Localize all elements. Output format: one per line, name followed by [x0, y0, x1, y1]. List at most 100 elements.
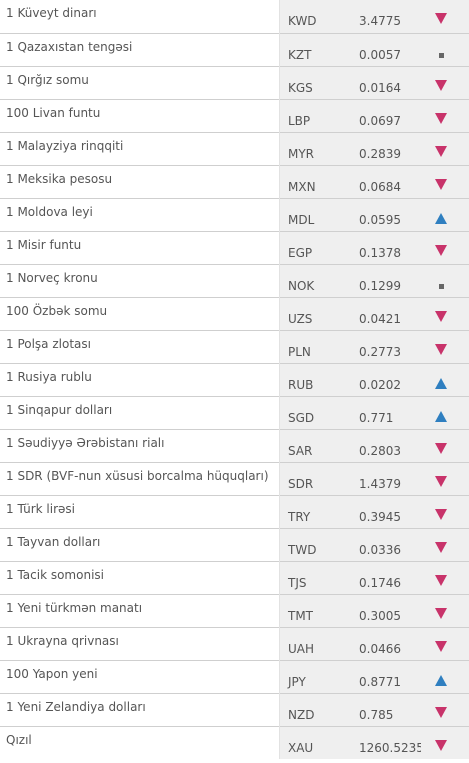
triangle-up-icon [435, 212, 447, 224]
currency-value-cell: 0.3945 [349, 495, 421, 528]
trend-cell [421, 132, 469, 165]
currency-value: 0.0684 [359, 179, 401, 194]
triangle-down-icon [435, 79, 447, 91]
currency-value: 0.3005 [359, 608, 401, 623]
currency-code: SAR [288, 443, 313, 458]
trend-cell [421, 495, 469, 528]
square-icon [439, 52, 444, 58]
currency-code-cell: SDR [279, 462, 349, 495]
currency-value-cell: 3.4775 [349, 0, 421, 33]
currency-value-cell: 0.1378 [349, 231, 421, 264]
trend-cell [421, 198, 469, 231]
currency-code: EGP [288, 245, 313, 260]
currency-code-cell: NOK [279, 264, 349, 297]
currency-value: 0.8771 [359, 674, 401, 689]
currency-name-cell: 1 SDR (BVF-nun xüsusi borcalma hüquqları… [0, 462, 280, 495]
currency-row: Qızıl XAU 1260.5235 [0, 726, 469, 759]
currency-code-cell: SGD [279, 396, 349, 429]
trend-cell [421, 693, 469, 726]
currency-code: XAU [288, 740, 314, 755]
currency-code: KWD [288, 14, 317, 28]
currency-value-cell: 0.2839 [349, 132, 421, 165]
currency-row: 1 Sinqapur dolları SGD 0.771 [0, 396, 469, 429]
currency-code: KZT [288, 47, 312, 62]
currency-name: Qızıl [6, 732, 32, 747]
currency-value: 0.1378 [359, 245, 401, 260]
currency-value-cell: 1.4379 [349, 462, 421, 495]
trend-cell [421, 231, 469, 264]
currency-name-cell: 1 Ukrayna qrivnası [0, 627, 280, 660]
triangle-down-icon [435, 475, 447, 487]
currency-name-cell: 100 Özbək somu [0, 297, 280, 330]
currency-row: 1 Qazaxıstan tengəsi KZT 0.0057 [0, 33, 469, 66]
trend-cell [421, 594, 469, 627]
currency-name: 1 Qazaxıstan tengəsi [6, 39, 133, 54]
trend-cell [421, 363, 469, 396]
currency-row: 1 Norveç kronu NOK 0.1299 [0, 264, 469, 297]
triangle-down-icon [435, 178, 447, 190]
currency-value-cell: 0.0164 [349, 66, 421, 99]
currency-code-cell: TMT [279, 594, 349, 627]
currency-code-cell: MXN [279, 165, 349, 198]
currency-name-cell: 1 Yeni türkmən manatı [0, 594, 280, 627]
trend-cell [421, 0, 469, 33]
trend-cell [421, 99, 469, 132]
currency-name: 1 Sinqapur dolları [6, 402, 113, 417]
triangle-down-icon [435, 574, 447, 586]
currency-row: 1 Misir funtu EGP 0.1378 [0, 231, 469, 264]
currency-row: 1 Türk lirəsi TRY 0.3945 [0, 495, 469, 528]
currency-value-cell: 0.785 [349, 693, 421, 726]
currency-code: PLN [288, 344, 311, 359]
currency-name-cell: 1 Misir funtu [0, 231, 280, 264]
currency-row: 1 Meksika pesosu MXN 0.0684 [0, 165, 469, 198]
currency-code-cell: MDL [279, 198, 349, 231]
trend-cell [421, 66, 469, 99]
currency-value: 0.3945 [359, 509, 401, 524]
currency-row: 1 Tacik somonisi TJS 0.1746 [0, 561, 469, 594]
trend-cell [421, 528, 469, 561]
triangle-up-icon [435, 410, 447, 422]
triangle-down-icon [435, 442, 447, 454]
currency-name: 1 Səudiyyə Ərəbistanı rialı [6, 435, 165, 450]
currency-value-cell: 0.0697 [349, 99, 421, 132]
currency-value-cell: 0.1299 [349, 264, 421, 297]
currency-value-cell: 0.0421 [349, 297, 421, 330]
currency-row: 1 Tayvan dolları TWD 0.0336 [0, 528, 469, 561]
currency-value: 0.2803 [359, 443, 401, 458]
currency-row: 1 Malayziya rinqqiti MYR 0.2839 [0, 132, 469, 165]
currency-name: 1 Küveyt dinarı [6, 6, 97, 20]
triangle-down-icon [435, 13, 447, 24]
currency-value: 1260.5235 [359, 740, 424, 755]
currency-name: 1 Rusiya rublu [6, 369, 92, 384]
currency-value: 0.1746 [359, 575, 401, 590]
currency-code: SDR [288, 476, 314, 491]
triangle-down-icon [435, 310, 447, 322]
currency-row: 1 Səudiyyə Ərəbistanı rialı SAR 0.2803 [0, 429, 469, 462]
trend-cell [421, 297, 469, 330]
triangle-up-icon [435, 674, 447, 686]
currency-name: 1 Meksika pesosu [6, 171, 113, 186]
currency-code: MYR [288, 146, 315, 161]
currency-name: 1 Tacik somonisi [6, 567, 104, 582]
currency-name-cell: Qızıl [0, 726, 280, 759]
currency-name-cell: 1 Küveyt dinarı [0, 0, 280, 33]
currency-row: 100 Livan funtu LBP 0.0697 [0, 99, 469, 132]
currency-code-cell: MYR [279, 132, 349, 165]
currency-row: 1 Yeni türkmən manatı TMT 0.3005 [0, 594, 469, 627]
currency-name-cell: 1 Sinqapur dolları [0, 396, 280, 429]
currency-row: 100 Yapon yeni JPY 0.8771 [0, 660, 469, 693]
currency-value-cell: 0.2773 [349, 330, 421, 363]
currency-row: 100 Özbək somu UZS 0.0421 [0, 297, 469, 330]
currency-name: 1 Malayziya rinqqiti [6, 138, 124, 153]
trend-cell [421, 561, 469, 594]
currency-value-cell: 0.1746 [349, 561, 421, 594]
currency-name-cell: 1 Norveç kronu [0, 264, 280, 297]
triangle-down-icon [435, 607, 447, 619]
currency-name: 1 Türk lirəsi [6, 501, 76, 516]
currency-name: 1 Tayvan dolları [6, 534, 101, 549]
currency-name-cell: 1 Türk lirəsi [0, 495, 280, 528]
currency-code: TMT [288, 608, 314, 623]
currency-value-cell: 0.0684 [349, 165, 421, 198]
currency-code-cell: KGS [279, 66, 349, 99]
